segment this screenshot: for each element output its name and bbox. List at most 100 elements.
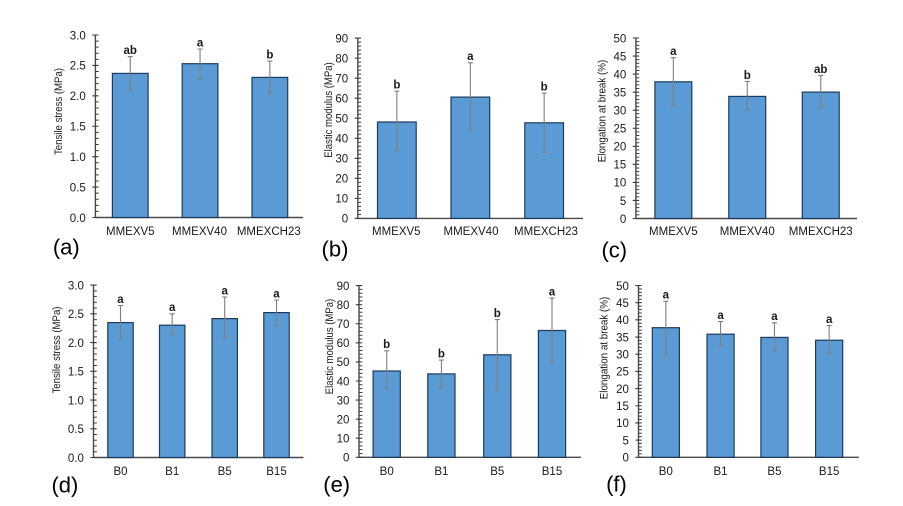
svg-text:b: b (383, 339, 390, 351)
svg-text:Tensile stress (MPa): Tensile stress (MPa) (53, 68, 65, 155)
svg-text:45: 45 (614, 51, 627, 63)
svg-text:1.5: 1.5 (68, 367, 84, 379)
svg-text:35: 35 (616, 332, 629, 344)
svg-text:3.0: 3.0 (70, 30, 86, 42)
svg-text:a: a (197, 38, 204, 50)
svg-text:10: 10 (616, 418, 629, 430)
svg-text:20: 20 (616, 384, 629, 396)
svg-text:0.5: 0.5 (70, 182, 86, 194)
svg-text:0.5: 0.5 (68, 424, 84, 436)
svg-text:Elastic modulus (MPa): Elastic modulus (MPa) (324, 299, 336, 395)
svg-text:5: 5 (620, 196, 626, 208)
svg-text:a: a (169, 302, 176, 314)
svg-text:(d): (d) (51, 473, 78, 498)
svg-text:(e): (e) (323, 472, 350, 497)
svg-text:80: 80 (337, 300, 350, 312)
svg-text:B5: B5 (490, 466, 504, 478)
svg-text:MMEXV40: MMEXV40 (444, 226, 499, 238)
svg-text:30: 30 (335, 154, 348, 166)
svg-text:0: 0 (622, 453, 628, 465)
svg-text:a: a (717, 310, 724, 322)
svg-text:1.0: 1.0 (68, 395, 84, 407)
svg-text:5: 5 (622, 435, 628, 447)
svg-text:0.0: 0.0 (70, 213, 86, 225)
svg-text:50: 50 (337, 357, 350, 369)
svg-text:90: 90 (337, 281, 350, 293)
svg-text:a: a (826, 314, 833, 326)
svg-text:2.5: 2.5 (70, 61, 86, 73)
svg-text:40: 40 (335, 134, 348, 146)
svg-text:30: 30 (337, 395, 350, 407)
svg-text:a: a (273, 288, 280, 300)
svg-text:10: 10 (337, 434, 350, 446)
svg-text:90: 90 (335, 33, 348, 45)
svg-text:30: 30 (614, 106, 627, 118)
svg-text:MMEXV5: MMEXV5 (649, 226, 698, 238)
svg-text:B5: B5 (218, 466, 232, 478)
svg-text:2.0: 2.0 (68, 338, 84, 350)
svg-text:60: 60 (337, 338, 350, 350)
svg-text:0: 0 (620, 214, 626, 226)
svg-text:70: 70 (337, 319, 350, 331)
svg-text:Elongation at break (%): Elongation at break (%) (597, 60, 609, 163)
svg-text:(c): (c) (601, 238, 627, 263)
svg-text:Elastic modulus (MPa): Elastic modulus (MPa) (323, 62, 335, 158)
svg-text:a: a (467, 51, 474, 63)
svg-text:30: 30 (616, 350, 629, 362)
svg-text:60: 60 (335, 94, 348, 106)
svg-text:20: 20 (614, 142, 627, 154)
svg-text:a: a (549, 287, 556, 299)
svg-text:40: 40 (616, 315, 629, 327)
svg-text:80: 80 (335, 53, 348, 65)
svg-text:b: b (541, 82, 548, 94)
svg-text:50: 50 (335, 114, 348, 126)
svg-text:40: 40 (337, 376, 350, 388)
svg-text:40: 40 (614, 69, 627, 81)
svg-text:0: 0 (343, 453, 349, 465)
svg-text:a: a (663, 290, 670, 302)
svg-text:B15: B15 (542, 466, 562, 478)
svg-text:2.5: 2.5 (68, 309, 84, 321)
svg-text:(a): (a) (53, 235, 80, 260)
svg-text:MMEXCH23: MMEXCH23 (237, 226, 301, 238)
svg-text:a: a (771, 311, 778, 323)
svg-text:ab: ab (814, 64, 827, 76)
svg-text:25: 25 (614, 124, 627, 136)
svg-text:Tensile stress (MPa): Tensile stress (MPa) (51, 307, 63, 394)
svg-text:(f): (f) (606, 472, 627, 497)
svg-text:50: 50 (614, 33, 627, 45)
svg-text:b: b (494, 308, 501, 320)
svg-text:B15: B15 (266, 466, 286, 478)
svg-text:MMEXV40: MMEXV40 (720, 226, 775, 238)
svg-text:MMEXV5: MMEXV5 (372, 226, 421, 238)
svg-text:10: 10 (335, 194, 348, 206)
svg-text:b: b (438, 349, 445, 361)
svg-text:b: b (266, 50, 273, 62)
svg-text:MMEXV5: MMEXV5 (106, 226, 155, 238)
svg-text:(b): (b) (322, 237, 349, 262)
svg-text:ab: ab (124, 45, 137, 57)
svg-text:MMEXV40: MMEXV40 (172, 226, 227, 238)
svg-text:50: 50 (616, 281, 629, 293)
svg-text:b: b (744, 70, 751, 82)
svg-text:B1: B1 (434, 466, 448, 478)
svg-text:3.0: 3.0 (68, 280, 84, 292)
svg-text:0: 0 (342, 214, 348, 226)
svg-text:2.0: 2.0 (70, 91, 86, 103)
svg-text:B0: B0 (380, 466, 394, 478)
svg-text:B5: B5 (767, 466, 781, 478)
svg-text:20: 20 (337, 414, 350, 426)
svg-text:a: a (670, 46, 677, 58)
svg-text:MMEXCH23: MMEXCH23 (789, 226, 853, 238)
svg-text:0.0: 0.0 (68, 453, 84, 465)
svg-text:20: 20 (335, 174, 348, 186)
svg-text:15: 15 (616, 401, 629, 413)
svg-text:MMEXCH23: MMEXCH23 (514, 226, 578, 238)
svg-text:b: b (393, 80, 400, 92)
svg-text:B1: B1 (714, 466, 728, 478)
svg-text:25: 25 (616, 367, 629, 379)
svg-text:B1: B1 (165, 466, 179, 478)
svg-text:45: 45 (616, 298, 629, 310)
svg-text:a: a (117, 294, 124, 306)
svg-text:70: 70 (335, 73, 348, 85)
